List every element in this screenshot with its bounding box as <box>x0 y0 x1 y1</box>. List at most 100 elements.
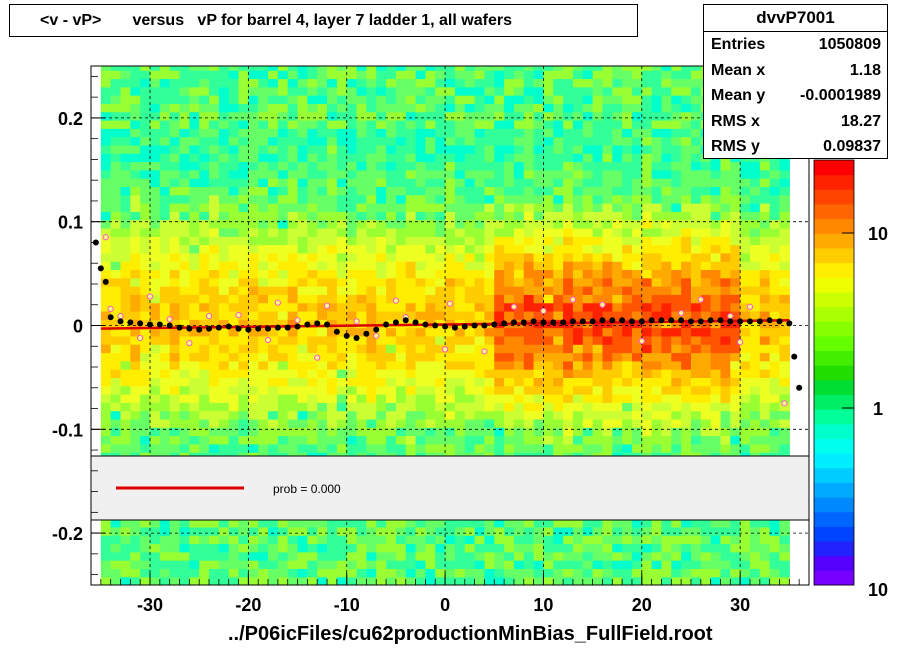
heatmap-cell <box>159 261 171 271</box>
heatmap-cell <box>641 219 653 229</box>
heatmap-cell <box>464 560 476 569</box>
heatmap-cell <box>110 344 122 354</box>
heatmap-cell <box>159 435 171 445</box>
heatmap-cell <box>641 186 653 196</box>
heatmap-cell <box>130 78 141 88</box>
heatmap-cell <box>435 294 446 304</box>
heatmap-cell <box>681 560 692 569</box>
heatmap-cell <box>730 169 741 179</box>
heatmap-cell <box>356 103 367 113</box>
heatmap-cell <box>297 203 308 212</box>
heatmap-cell <box>533 369 545 378</box>
heatmap-cell <box>218 219 230 229</box>
heatmap-cell <box>759 535 771 545</box>
profile-point <box>284 324 291 331</box>
heatmap-cell <box>720 560 731 569</box>
heatmap-cell <box>445 236 456 246</box>
heatmap-cell <box>336 86 348 96</box>
heatmap-cell <box>120 352 131 362</box>
heatmap-cell <box>749 560 761 569</box>
heatmap-cell <box>622 418 633 428</box>
heatmap-cell <box>248 203 259 212</box>
heatmap-cell <box>464 344 476 354</box>
heatmap-cell <box>395 319 407 329</box>
heatmap-cell <box>523 194 535 204</box>
heatmap-cell <box>248 435 259 445</box>
heatmap-cell <box>415 186 427 196</box>
heatmap-cell <box>415 310 427 320</box>
heatmap-cell <box>730 203 741 212</box>
heatmap-cell <box>327 310 338 320</box>
heatmap-cell <box>238 369 249 378</box>
heatmap-cell <box>297 435 308 445</box>
heatmap-cell <box>464 136 476 146</box>
heatmap-cell <box>405 86 417 96</box>
heatmap-cell <box>100 518 112 528</box>
heatmap-cell <box>120 543 131 553</box>
heatmap-cell <box>454 535 466 545</box>
heatmap-cell <box>100 352 112 362</box>
heatmap-cell <box>740 244 751 254</box>
axes: -30 -20 -10 0 10 20 30-0.2-0.100.10.2 <box>52 75 800 615</box>
heatmap-cell <box>110 203 122 212</box>
heatmap-cell <box>523 111 535 121</box>
heatmap-cell <box>209 286 220 295</box>
heatmap-cell <box>710 402 722 412</box>
heatmap-cell <box>140 269 151 279</box>
heatmap-cell <box>405 369 417 378</box>
heatmap-cell <box>415 227 427 237</box>
heatmap-cell <box>209 169 220 179</box>
heatmap-cell <box>572 161 584 171</box>
heatmap-cell <box>661 244 672 254</box>
heatmap-cell <box>582 568 594 578</box>
heatmap-cell <box>730 269 741 279</box>
heatmap-cell <box>150 211 161 221</box>
heatmap-cell <box>445 526 456 536</box>
heatmap-cell <box>602 103 613 113</box>
heatmap-cell <box>749 302 761 312</box>
heatmap-cell <box>110 103 122 113</box>
heatmap-cell <box>740 219 751 229</box>
heatmap-cell <box>553 427 564 437</box>
heatmap-cell <box>327 78 338 88</box>
heatmap-cell <box>740 394 751 403</box>
heatmap-cell <box>671 551 682 561</box>
heatmap-cell <box>690 418 702 428</box>
heatmap-cell <box>563 410 574 420</box>
heatmap-cell <box>454 211 466 221</box>
heatmap-cell <box>159 443 171 453</box>
heatmap-cell <box>100 103 112 113</box>
heatmap-cell <box>710 194 722 204</box>
heatmap-cell <box>287 119 299 129</box>
heatmap-cell <box>159 86 171 96</box>
heatmap-cell <box>159 244 171 254</box>
heatmap-cell <box>523 153 535 163</box>
outlier-point <box>446 300 454 307</box>
heatmap-cell <box>622 119 633 129</box>
heatmap-cell <box>425 227 436 237</box>
heatmap-cell <box>140 294 151 304</box>
heatmap-cell <box>425 576 436 585</box>
heatmap-cell <box>759 360 771 370</box>
heatmap-cell <box>445 78 456 88</box>
heatmap-cell <box>572 194 584 204</box>
heatmap-cell <box>454 111 466 121</box>
heatmap-cell <box>277 551 289 561</box>
heatmap-cell <box>641 443 653 453</box>
heatmap-cell <box>366 261 377 271</box>
heatmap-cell <box>268 518 279 528</box>
heatmap-cell <box>199 119 210 129</box>
heatmap-cell <box>533 219 545 229</box>
heatmap-cell <box>572 435 584 445</box>
heatmap-cell <box>415 178 427 187</box>
heatmap-cell <box>100 219 112 229</box>
heatmap-cell <box>376 526 387 536</box>
heatmap-cell <box>238 319 249 329</box>
heatmap-cell <box>150 435 161 445</box>
heatmap-cell <box>356 161 367 171</box>
heatmap-cell <box>700 418 712 428</box>
heatmap-cell <box>179 186 190 196</box>
heatmap-cell <box>366 86 377 96</box>
heatmap-cell <box>425 377 436 387</box>
heatmap-cell <box>445 327 456 337</box>
